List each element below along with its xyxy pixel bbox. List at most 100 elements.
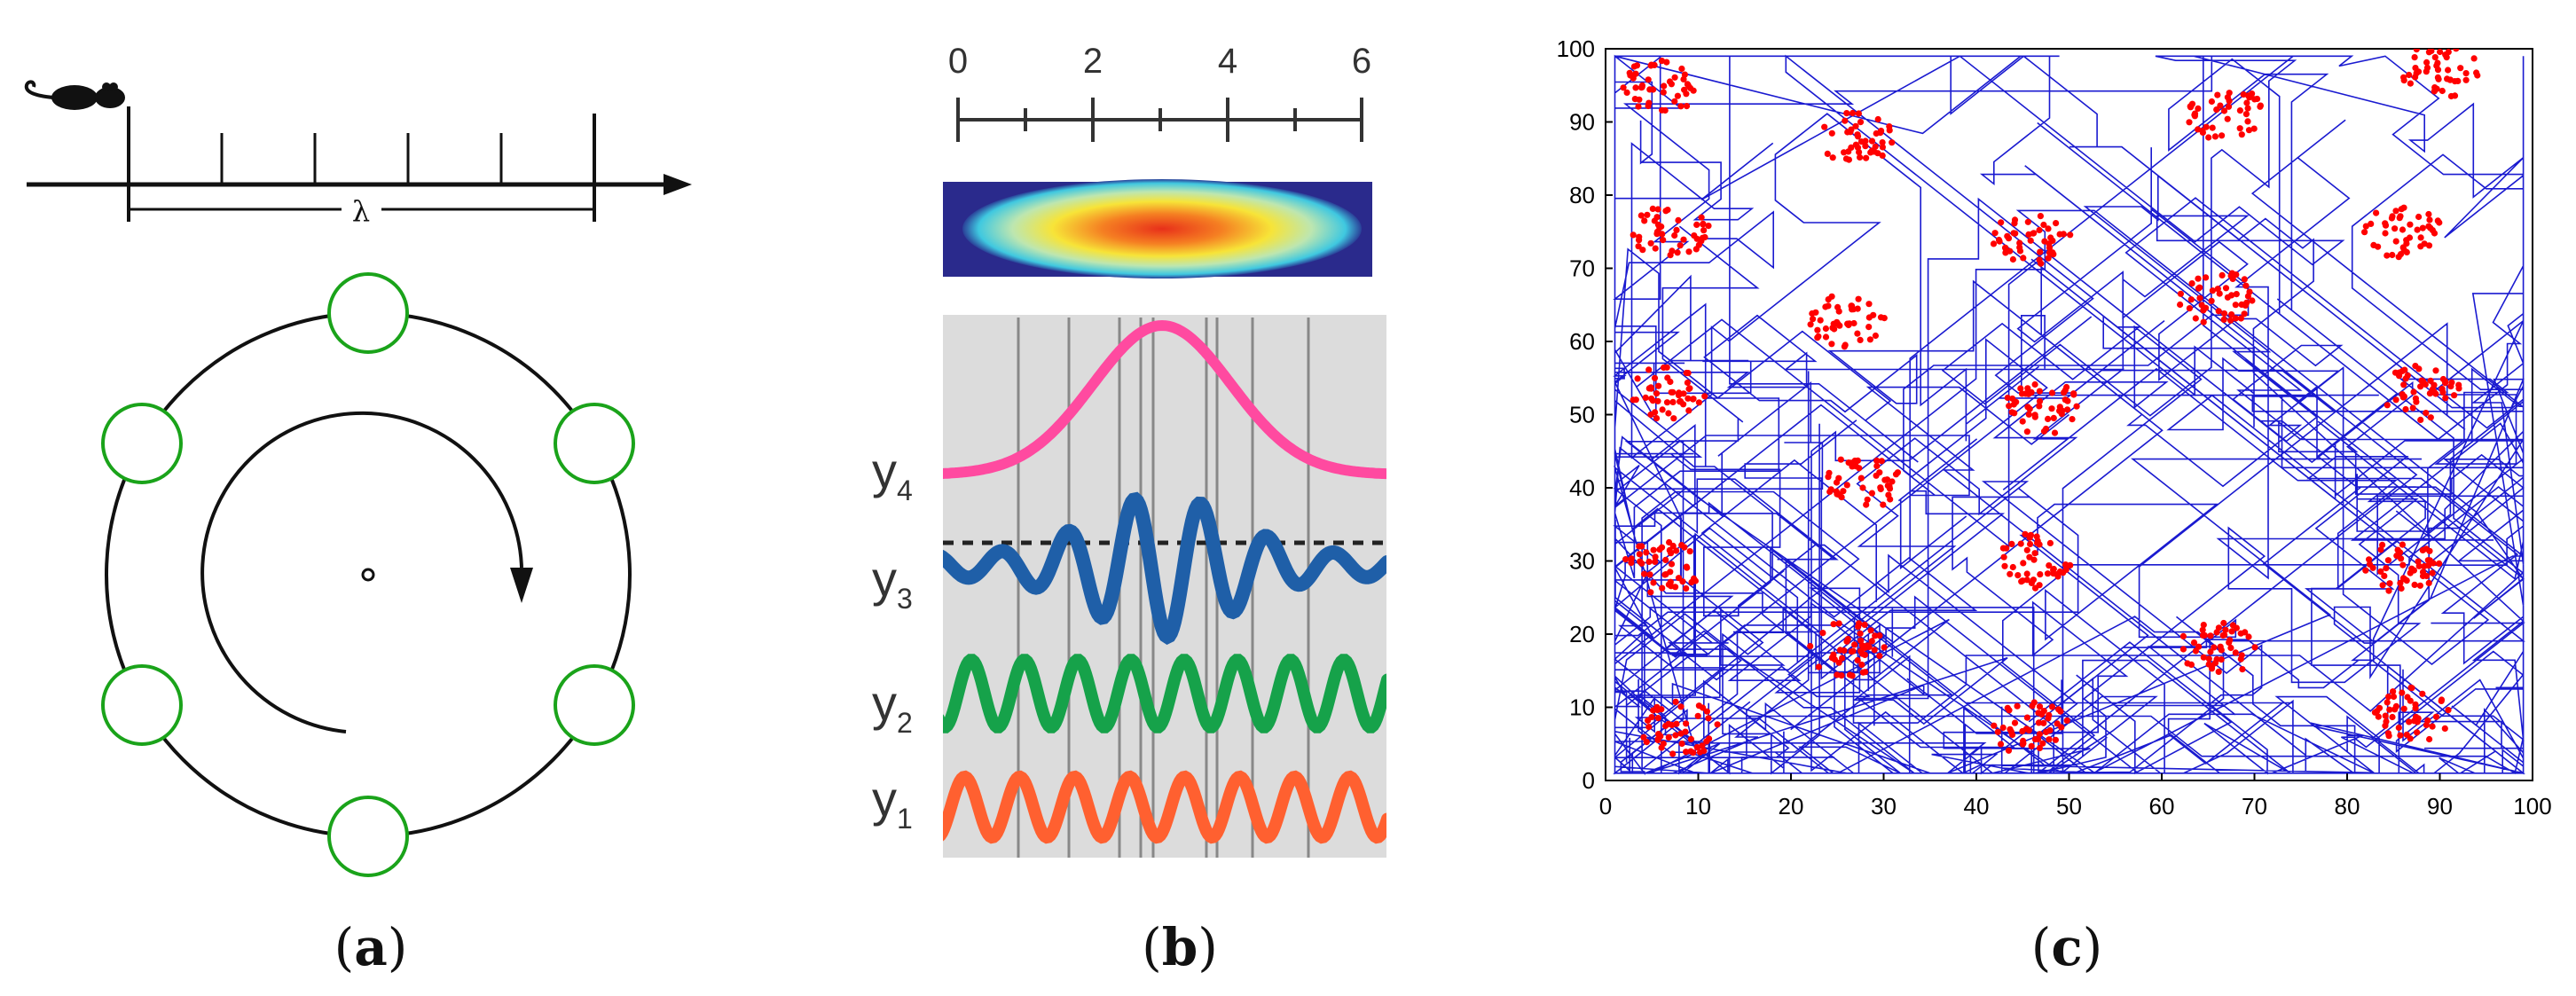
spike-point bbox=[2186, 305, 2193, 312]
spike-point bbox=[1644, 211, 1651, 218]
scale-tick-label: 6 bbox=[1352, 42, 1371, 81]
spike-point bbox=[2200, 622, 2207, 629]
spike-point bbox=[1878, 458, 1885, 465]
spike-point bbox=[2070, 391, 2077, 398]
spike-point bbox=[1665, 720, 1672, 727]
spike-point bbox=[2041, 238, 2048, 245]
spike-point bbox=[2240, 90, 2247, 98]
spike-point bbox=[2232, 315, 2239, 322]
spike-point bbox=[1638, 560, 1645, 567]
spike-point bbox=[2036, 744, 2044, 752]
spike-point bbox=[1643, 739, 1650, 746]
spike-point bbox=[2386, 580, 2393, 587]
spike-point bbox=[2179, 646, 2187, 653]
ring-node bbox=[101, 403, 183, 484]
spike-point bbox=[2412, 705, 2419, 712]
spike-point bbox=[2007, 725, 2014, 733]
spike-point bbox=[2415, 365, 2423, 373]
spike-point bbox=[2030, 699, 2038, 706]
spike-point bbox=[1646, 86, 1653, 93]
spike-point bbox=[1883, 476, 1891, 483]
spike-point bbox=[2407, 221, 2414, 228]
spike-point bbox=[1659, 231, 1666, 238]
spike-point bbox=[2186, 119, 2193, 126]
spike-point bbox=[1685, 385, 1692, 393]
spike-point bbox=[1824, 150, 1831, 157]
spike-point bbox=[2427, 224, 2434, 231]
spike-point bbox=[1656, 546, 1663, 553]
spike-point bbox=[1998, 219, 2005, 226]
spike-point bbox=[2232, 649, 2239, 656]
spike-point bbox=[1996, 238, 2003, 245]
spike-point bbox=[2399, 575, 2407, 582]
spike-point bbox=[1862, 669, 1869, 676]
spike-point bbox=[2195, 275, 2202, 282]
spike-point bbox=[1871, 647, 1878, 654]
spike-point bbox=[1630, 396, 1637, 404]
spike-point bbox=[2422, 380, 2429, 388]
scale-tick-label: 0 bbox=[948, 42, 968, 81]
spike-point bbox=[1685, 395, 1692, 402]
spike-point bbox=[2009, 563, 2016, 571]
panel-a: λ (a) bbox=[24, 80, 692, 977]
spike-point bbox=[1622, 556, 1630, 563]
spike-point bbox=[1849, 109, 1857, 117]
spike-point bbox=[2233, 291, 2240, 298]
spike-point bbox=[2402, 375, 2409, 382]
spike-point bbox=[2209, 663, 2216, 670]
spike-point bbox=[2390, 688, 2397, 695]
spike-point bbox=[2190, 639, 2198, 647]
spike-point bbox=[1623, 89, 1630, 96]
spike-point bbox=[1848, 459, 1855, 467]
spike-point bbox=[2044, 570, 2052, 577]
spike-point bbox=[2215, 624, 2222, 631]
spike-point bbox=[2209, 287, 2216, 294]
spike-point bbox=[1839, 655, 1846, 662]
spike-point bbox=[2017, 385, 2024, 392]
spike-point bbox=[2064, 397, 2071, 404]
spike-point bbox=[1652, 245, 1659, 252]
spike-point bbox=[2243, 99, 2250, 106]
spike-point bbox=[2030, 230, 2038, 237]
spike-point bbox=[2024, 385, 2031, 392]
spike-point bbox=[1662, 556, 1669, 564]
spike-point bbox=[2048, 389, 2056, 396]
spike-point bbox=[2433, 62, 2440, 69]
spike-point bbox=[1815, 663, 1822, 671]
spike-point bbox=[1646, 571, 1653, 578]
spike-point bbox=[1685, 82, 1692, 90]
spike-point bbox=[1683, 584, 1690, 592]
spike-point bbox=[1873, 462, 1881, 470]
spike-point bbox=[1857, 138, 1865, 145]
spike-point bbox=[1645, 366, 1653, 373]
spike-point bbox=[2203, 274, 2210, 281]
spike-point bbox=[2200, 654, 2207, 661]
spike-point bbox=[1665, 410, 1672, 417]
spike-point bbox=[1692, 577, 1699, 584]
spike-point bbox=[1866, 336, 1873, 343]
spike-point bbox=[1626, 69, 1633, 76]
spike-point bbox=[1868, 638, 1875, 645]
spike-point bbox=[1885, 491, 1892, 498]
spike-point bbox=[1835, 620, 1842, 627]
spike-point bbox=[2443, 54, 2450, 61]
spike-point bbox=[2229, 622, 2236, 629]
spike-point bbox=[1699, 234, 1707, 241]
spike-point bbox=[1846, 320, 1853, 327]
spike-point bbox=[1694, 712, 1701, 719]
spike-point bbox=[1814, 326, 1821, 333]
spike-point bbox=[1661, 82, 1668, 90]
spike-point bbox=[2221, 310, 2228, 318]
spike-point bbox=[2006, 403, 2013, 410]
spike-point bbox=[2241, 310, 2248, 318]
spike-point bbox=[2399, 561, 2407, 569]
spike-point bbox=[2377, 546, 2384, 553]
spike-point bbox=[2014, 702, 2021, 710]
spike-point bbox=[2462, 70, 2470, 77]
spike-point bbox=[2040, 708, 2047, 715]
spike-point bbox=[2250, 125, 2258, 132]
spike-point bbox=[2220, 619, 2227, 627]
ring-node bbox=[554, 403, 635, 484]
spike-point bbox=[2421, 240, 2428, 247]
panel-c: 0 10 20 30 40 50 60 70 80 90 100 0 10 20 30 40 50 60 70 80 9… bbox=[1557, 35, 2552, 977]
